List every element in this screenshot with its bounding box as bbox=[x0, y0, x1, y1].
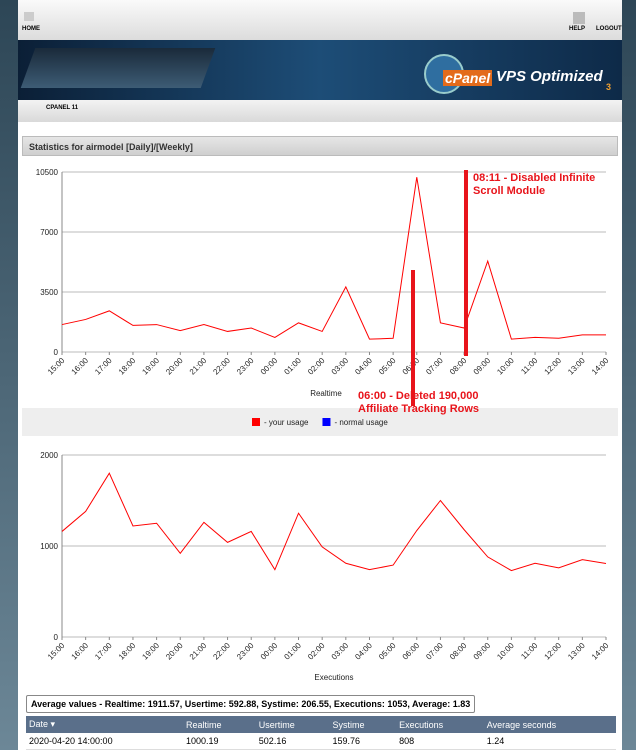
x-tick-label: 01:00 bbox=[282, 641, 303, 662]
x-tick-label: 12:00 bbox=[543, 356, 564, 377]
tab[interactable]: CPANEL 11 bbox=[46, 105, 79, 111]
table-cell: 808 bbox=[396, 733, 484, 750]
x-tick-label: 04:00 bbox=[353, 356, 374, 377]
x-tick-label: 15:00 bbox=[46, 356, 67, 377]
x-tick-label: 16:00 bbox=[70, 641, 91, 662]
table-cell: 2020-04-20 14:00:00 bbox=[26, 733, 184, 750]
table-row: 2020-04-20 14:00:00 1000.19 502.16 159.76 80… bbox=[26, 733, 616, 750]
panel-title: Statistics for airmodel [Daily]/[Weekly] bbox=[22, 136, 618, 156]
x-tick-label: 12:00 bbox=[543, 641, 564, 662]
x-tick-label: 08:00 bbox=[448, 641, 469, 662]
x-tick-label: 20:00 bbox=[164, 356, 185, 377]
x-tick-label: 18:00 bbox=[117, 641, 138, 662]
column-header: Realtime bbox=[183, 716, 256, 733]
legend-swatch bbox=[322, 418, 331, 426]
x-tick-label: 09:00 bbox=[472, 356, 493, 377]
x-tick-label: 02:00 bbox=[306, 641, 327, 662]
top-bar: HOME HELP LOGOUT bbox=[18, 0, 622, 40]
banner: cPanel VPS Optimized 3 bbox=[18, 40, 622, 100]
x-tick-label: 14:00 bbox=[590, 641, 611, 662]
annotation-line bbox=[411, 270, 415, 406]
x-tick-label: 06:00 bbox=[401, 641, 422, 662]
column-header: Usertime bbox=[255, 716, 330, 733]
legend-label: - your usage bbox=[264, 418, 309, 427]
x-tick-label: 10:00 bbox=[495, 641, 516, 662]
y-tick-label: 2000 bbox=[40, 451, 58, 460]
annotation-line bbox=[464, 170, 468, 356]
y-tick-label: 0 bbox=[54, 633, 59, 642]
x-tick-label: 05:00 bbox=[377, 641, 398, 662]
x-tick-label: 09:00 bbox=[472, 641, 493, 662]
y-tick-label: 7000 bbox=[40, 228, 58, 237]
x-tick-label: 10:00 bbox=[495, 356, 516, 377]
x-tick-label: 23:00 bbox=[235, 641, 256, 662]
x-axis-label: Executions bbox=[314, 673, 353, 682]
x-tick-label: 11:00 bbox=[519, 356, 539, 376]
annotation: 08:11 - Disabled Infinite Scroll Module bbox=[473, 172, 596, 197]
x-tick-label: 02:00 bbox=[306, 356, 327, 377]
legend-swatch bbox=[252, 418, 260, 426]
x-tick-label: 22:00 bbox=[211, 641, 232, 662]
legend-label: - normal usage bbox=[334, 418, 388, 427]
column-header: Average seconds bbox=[483, 716, 616, 733]
x-tick-label: 16:00 bbox=[70, 356, 91, 377]
home-link[interactable]: HOME bbox=[22, 26, 40, 32]
brand: cPanel bbox=[443, 70, 493, 86]
x-tick-label: 15:00 bbox=[46, 641, 67, 662]
x-tick-label: 03:00 bbox=[330, 356, 351, 377]
x-tick-label: 08:00 bbox=[448, 356, 469, 377]
y-tick-label: 3500 bbox=[40, 288, 58, 297]
y-tick-label: 1000 bbox=[40, 542, 58, 551]
x-tick-label: 19:00 bbox=[140, 356, 161, 377]
x-tick-label: 17:00 bbox=[93, 356, 114, 377]
table-cell: 1.24 bbox=[483, 733, 616, 750]
x-tick-label: 21:00 bbox=[188, 641, 209, 662]
help-link[interactable]: HELP bbox=[569, 26, 586, 32]
x-tick-label: 17:00 bbox=[93, 641, 114, 662]
x-tick-label: 18:00 bbox=[117, 356, 138, 377]
x-tick-label: 19:00 bbox=[140, 641, 161, 662]
x-tick-label: 13:00 bbox=[566, 641, 587, 662]
table-cell: 502.16 bbox=[255, 733, 330, 750]
logout-link[interactable]: LOGOUT bbox=[596, 26, 622, 32]
brand-suffix: VPS Optimized bbox=[496, 68, 603, 85]
column-header: Systime bbox=[329, 716, 397, 733]
x-tick-label: 22:00 bbox=[211, 356, 232, 377]
x-axis-label: Realtime bbox=[310, 389, 342, 398]
x-tick-label: 21:00 bbox=[188, 356, 209, 377]
table-cell: 159.76 bbox=[329, 733, 397, 750]
annotation: 06:00 - Deleted 190,000 Affiliate Tracki… bbox=[358, 390, 480, 415]
x-tick-label: 07:00 bbox=[424, 356, 445, 377]
x-tick-label: 00:00 bbox=[259, 356, 280, 377]
y-tick-label: 10500 bbox=[36, 168, 59, 177]
x-tick-label: 23:00 bbox=[235, 356, 256, 377]
x-tick-label: 03:00 bbox=[330, 641, 351, 662]
averages: Average values - Realtime: 1911.57, User… bbox=[26, 695, 476, 713]
legend-band bbox=[22, 408, 618, 436]
brand-version: 3 bbox=[606, 82, 612, 92]
home-icon[interactable] bbox=[24, 12, 34, 21]
x-tick-label: 20:00 bbox=[164, 641, 185, 662]
stats-table: Date ▾ Realtime Usertime Systime Executions A… bbox=[26, 716, 616, 750]
column-header: Executions bbox=[396, 716, 484, 733]
help-icon[interactable] bbox=[573, 12, 585, 24]
x-tick-label: 07:00 bbox=[424, 641, 445, 662]
table-cell: 1000.19 bbox=[183, 733, 256, 750]
x-tick-label: 01:00 bbox=[282, 356, 303, 377]
x-tick-label: 04:00 bbox=[353, 641, 374, 662]
series-line bbox=[61, 472, 607, 572]
series-line bbox=[61, 177, 606, 340]
main-panel bbox=[18, 0, 622, 750]
tab-bar: CPANEL 11 bbox=[18, 100, 622, 122]
x-tick-label: 05:00 bbox=[377, 356, 398, 377]
x-tick-label: 00:00 bbox=[259, 641, 280, 662]
x-tick-label: 11:00 bbox=[519, 641, 539, 661]
y-tick-label: 0 bbox=[54, 348, 59, 357]
x-tick-label: 13:00 bbox=[566, 356, 587, 377]
x-tick-label: 14:00 bbox=[590, 356, 611, 377]
column-header[interactable]: Date ▾ bbox=[26, 716, 184, 733]
